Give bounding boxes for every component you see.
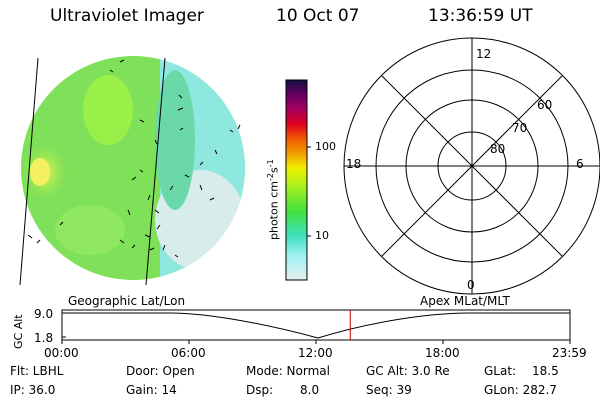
colorbar [285, 79, 308, 281]
timeline-xtick: 23:59 [552, 346, 587, 360]
timeline-ytick-top: 9.0 [34, 307, 54, 321]
polar-label-0: 0 [467, 278, 475, 292]
header-date: 10 Oct 07 [276, 6, 360, 26]
timeline-right-label: Apex MLat/MLT [420, 294, 510, 308]
polar-lat-60: 60 [537, 98, 553, 112]
app-title: Ultraviolet Imager [50, 6, 204, 26]
timeline-y-label: GC Alt [12, 314, 25, 349]
status-gain: Gain: 14 [126, 383, 177, 397]
polar-lat-80: 80 [490, 142, 506, 156]
status-glat-label: GLat: [484, 364, 517, 378]
timeline-xtick: 18:00 [425, 346, 460, 360]
polar-lat-70: 70 [512, 121, 528, 135]
polar-label-18: 18 [346, 157, 362, 171]
colorbar-tick-100: 100 [315, 140, 336, 153]
colorbar-tick-10: 10 [315, 229, 329, 242]
terminator-line-left [19, 57, 39, 286]
timeline-xtick: 12:00 [298, 346, 333, 360]
polar-label-12: 12 [476, 47, 492, 61]
timeline-xtick: 06:00 [171, 346, 206, 360]
timeline-ytick-bottom: 1.8 [34, 331, 54, 345]
status-gc-alt: GC Alt: 3.0 Re [366, 364, 450, 378]
status-mode: Mode: Normal [246, 364, 330, 378]
altitude-curve [62, 312, 570, 339]
header-time: 13:36:59 UT [428, 6, 533, 26]
status-door: Door: Open [126, 364, 195, 378]
timeline-frame [61, 309, 571, 341]
status-dsp-value: 8.0 [300, 383, 320, 397]
status-dsp-label: Dsp: [246, 383, 274, 397]
status-ip: IP: 36.0 [10, 383, 56, 397]
polar-label-6: 6 [576, 157, 584, 171]
colorbar-unit-label: photon cm-2s-1 [266, 159, 281, 240]
coastline-outlines [27, 59, 241, 258]
polar-grid [343, 37, 600, 295]
terminator-line-right [145, 57, 166, 286]
status-glon: GLon: 282.7 [484, 383, 557, 397]
timeline-xtick: 00:00 [44, 346, 79, 360]
timeline-left-label: Geographic Lat/Lon [68, 294, 186, 308]
status-seq: Seq: 39 [366, 383, 412, 397]
status-filter: Flt: LBHL [10, 364, 64, 378]
timeline-ticks [61, 340, 571, 344]
status-glat-value: 18.5 [532, 364, 559, 378]
